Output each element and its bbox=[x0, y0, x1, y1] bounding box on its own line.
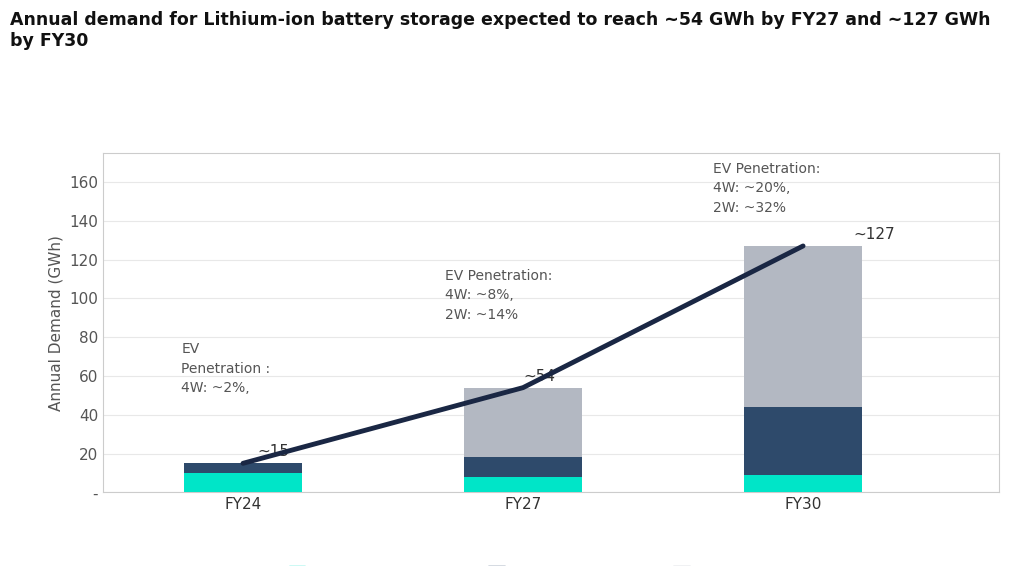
Bar bbox=[465, 388, 582, 457]
Text: EV Penetration:
4W: ~8%,
2W: ~14%: EV Penetration: 4W: ~8%, 2W: ~14% bbox=[445, 269, 552, 321]
Bar bbox=[745, 475, 862, 492]
Bar bbox=[184, 473, 302, 492]
Bar bbox=[465, 457, 582, 477]
Bar bbox=[184, 464, 302, 473]
Text: ~127: ~127 bbox=[854, 227, 895, 242]
Text: ~54: ~54 bbox=[523, 368, 555, 384]
Text: EV Penetration:
4W: ~20%,
2W: ~32%: EV Penetration: 4W: ~20%, 2W: ~32% bbox=[714, 162, 821, 215]
Text: EV
Penetration :
4W: ~2%,: EV Penetration : 4W: ~2%, bbox=[181, 342, 271, 396]
Bar bbox=[465, 477, 582, 492]
Bar bbox=[745, 407, 862, 475]
Text: ~15: ~15 bbox=[258, 444, 289, 460]
Bar bbox=[745, 246, 862, 407]
Text: Annual demand for Lithium-ion battery storage expected to reach ~54 GWh by FY27 : Annual demand for Lithium-ion battery st… bbox=[10, 11, 991, 50]
Legend: Consumer Electronics, Stationary Strorage, Electric Vehicles: Consumer Electronics, Stationary Strorag… bbox=[283, 560, 819, 566]
Y-axis label: Annual Demand (GWh): Annual Demand (GWh) bbox=[48, 235, 64, 410]
